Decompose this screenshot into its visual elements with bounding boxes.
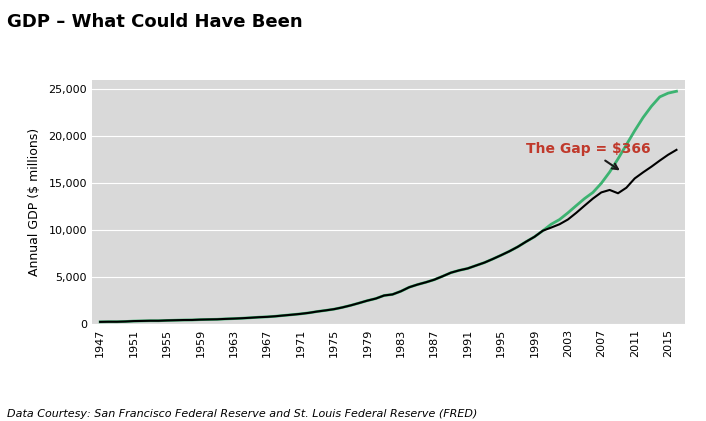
Text: GDP – What Could Have Been: GDP – What Could Have Been — [7, 13, 303, 31]
Text: The Gap = $366: The Gap = $366 — [526, 142, 651, 169]
Text: Data Courtesy: San Francisco Federal Reserve and St. Louis Federal Reserve (FRED: Data Courtesy: San Francisco Federal Res… — [7, 409, 477, 419]
Y-axis label: Annual GDP ($ millions): Annual GDP ($ millions) — [28, 128, 42, 276]
